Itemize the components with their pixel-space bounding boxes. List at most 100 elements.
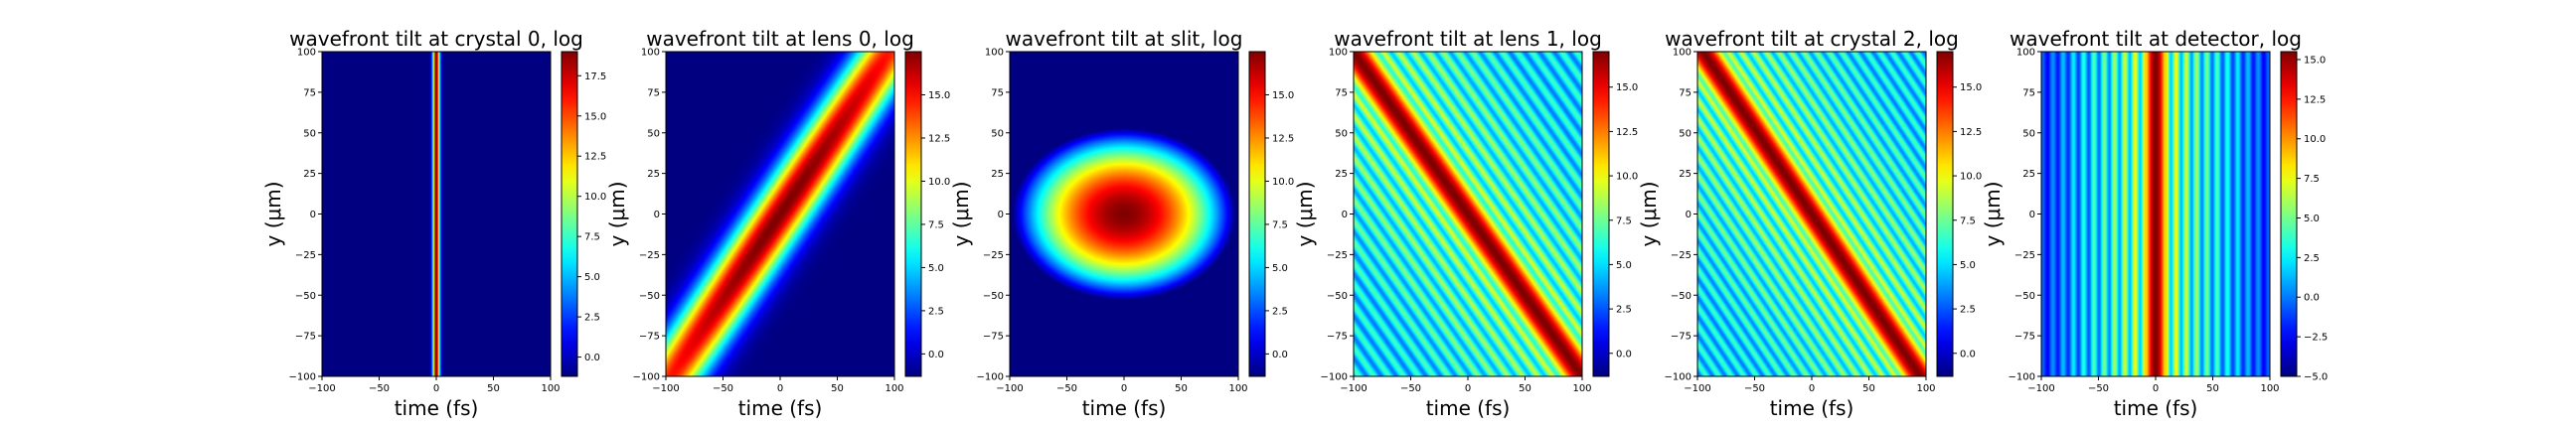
x-tick-label-2-0: −100 xyxy=(996,383,1023,394)
y-tick-label-2-6: −50 xyxy=(983,291,1004,302)
x-tick-label-2-4: 100 xyxy=(1228,383,1247,394)
x-tick-label-0-4: 100 xyxy=(541,383,560,394)
y-tick-label-4-3: 25 xyxy=(1679,169,1691,180)
colorbar-tick-label-5-2: 0.0 xyxy=(2304,293,2320,304)
y-tick-label-4-4: 0 xyxy=(1686,210,1691,220)
y-tick-label-4-0: 100 xyxy=(1673,48,1691,59)
y-tick-label-1-1: 75 xyxy=(647,87,660,98)
colorbar-tick-label-5-1: −2.5 xyxy=(2304,333,2328,344)
x-tick-label-5-4: 100 xyxy=(2260,383,2279,394)
y-tick-label-1-6: −50 xyxy=(639,291,660,302)
colorbar-tick-label-4-5: 12.5 xyxy=(1960,127,1982,138)
colorbar-tick-label-4-2: 5.0 xyxy=(1960,260,1976,271)
colorbar-frame-2 xyxy=(1248,51,1266,377)
y-tick-label-2-5: −25 xyxy=(983,250,1004,261)
colorbar-frame-0 xyxy=(561,51,578,377)
y-tick-label-0-5: −25 xyxy=(295,250,316,261)
colorbar-tick-label-2-5: 12.5 xyxy=(1272,133,1294,144)
heatmap-2 xyxy=(1010,52,1238,376)
x-tick-label-3-1: −50 xyxy=(1400,383,1421,394)
y-tick-label-1-5: −25 xyxy=(639,250,660,261)
x-tick-label-1-2: 0 xyxy=(777,383,783,394)
colorbar-tick-label-3-4: 10.0 xyxy=(1616,172,1638,183)
y-tick-label-1-8: −100 xyxy=(633,372,660,383)
y-tick-label-4-1: 75 xyxy=(1679,87,1691,98)
x-tick-label-1-3: 50 xyxy=(831,383,844,394)
colorbar-tick-label-2-0: 0.0 xyxy=(1272,350,1288,360)
x-tick-label-4-2: 0 xyxy=(1809,383,1815,394)
y-tick-label-5-3: 25 xyxy=(2022,169,2035,180)
colorbar-tick-label-0-4: 10.0 xyxy=(584,192,606,203)
x-tick-label-1-1: −50 xyxy=(713,383,733,394)
y-tick-label-2-7: −75 xyxy=(983,332,1004,343)
y-tick-label-4-2: 50 xyxy=(1679,128,1691,139)
x-axis-label-0: time (fs) xyxy=(395,396,479,420)
y-tick-label-0-1: 75 xyxy=(303,87,316,98)
y-tick-label-0-0: 100 xyxy=(297,48,316,59)
x-axis-label-2: time (fs) xyxy=(1082,396,1167,420)
y-tick-label-2-0: 100 xyxy=(985,48,1004,59)
colorbar-tick-label-3-6: 15.0 xyxy=(1616,82,1638,93)
x-tick-label-5-1: −50 xyxy=(2088,383,2109,394)
x-tick-label-4-4: 100 xyxy=(1916,383,1935,394)
y-tick-label-0-6: −50 xyxy=(295,291,316,302)
chart-title-3: wavefront tilt at lens 1, log xyxy=(1334,27,1602,51)
y-axis-label-5: y (μm) xyxy=(1981,181,2005,246)
x-tick-label-1-4: 100 xyxy=(885,383,903,394)
y-tick-label-2-8: −100 xyxy=(977,372,1004,383)
y-tick-label-5-4: 0 xyxy=(2029,210,2035,220)
colorbar-tick-label-2-2: 5.0 xyxy=(1272,263,1288,274)
y-tick-label-0-4: 0 xyxy=(310,210,316,220)
chart-title-0: wavefront tilt at crystal 0, log xyxy=(289,27,583,51)
y-tick-label-2-1: 75 xyxy=(991,87,1004,98)
y-axis-label-3: y (μm) xyxy=(1293,181,1317,246)
x-tick-label-3-3: 50 xyxy=(1519,383,1531,394)
x-tick-label-5-2: 0 xyxy=(2153,383,2159,394)
colorbar-tick-label-4-1: 2.5 xyxy=(1960,305,1976,316)
y-tick-label-2-4: 0 xyxy=(998,210,1004,220)
colorbar-4 xyxy=(1937,52,1953,376)
y-tick-label-4-8: −100 xyxy=(1665,372,1691,383)
y-tick-label-3-3: 25 xyxy=(1335,169,1348,180)
colorbar-2 xyxy=(1249,52,1265,376)
chart-title-2: wavefront tilt at slit, log xyxy=(1006,27,1243,51)
y-axis-label-4: y (μm) xyxy=(1637,181,1661,246)
x-tick-label-3-0: −100 xyxy=(1340,383,1367,394)
panel-4: −100 −50 0 50 100 100 75 50 25 0 −25 −50 −75 −100 wave… xyxy=(1637,27,1982,420)
colorbar-tick-label-5-5: 7.5 xyxy=(2304,174,2320,185)
colorbar-tick-label-2-6: 15.0 xyxy=(1272,90,1294,101)
colorbar-tick-label-2-3: 7.5 xyxy=(1272,219,1288,230)
y-tick-label-0-8: −100 xyxy=(289,372,316,383)
panel-5: −100 −50 0 50 100 100 75 50 25 0 −25 −50 −75 −100 wave… xyxy=(1981,27,2328,420)
y-axis-label-1: y (μm) xyxy=(605,181,629,246)
y-tick-label-2-3: 25 xyxy=(991,169,1004,180)
y-tick-label-1-2: 50 xyxy=(647,128,660,139)
heatmap-1 xyxy=(666,52,894,376)
colorbar-frame-3 xyxy=(1592,51,1610,377)
x-tick-label-1-0: −100 xyxy=(652,383,679,394)
heatmap-4 xyxy=(1697,52,1926,376)
chart-title-5: wavefront tilt at detector, log xyxy=(2010,27,2302,51)
colorbar-tick-label-5-7: 12.5 xyxy=(2304,94,2326,105)
y-tick-label-5-7: −75 xyxy=(2014,332,2035,343)
x-axis-label-5: time (fs) xyxy=(2114,396,2198,420)
panel-1: −100 −50 0 50 100 100 75 50 25 0 −25 −50 −75 −100 wave… xyxy=(605,27,950,420)
colorbar-tick-label-1-3: 7.5 xyxy=(928,219,944,230)
colorbar-1 xyxy=(905,52,921,376)
heatmap-3 xyxy=(1354,52,1582,376)
colorbar-tick-label-3-3: 7.5 xyxy=(1616,215,1632,226)
x-tick-label-0-1: −50 xyxy=(369,383,390,394)
heatmap-0 xyxy=(322,52,551,376)
y-tick-label-1-7: −75 xyxy=(639,332,660,343)
x-tick-label-3-4: 100 xyxy=(1572,383,1591,394)
y-tick-label-5-6: −50 xyxy=(2014,291,2035,302)
y-tick-label-4-7: −75 xyxy=(1671,332,1691,343)
y-tick-label-2-2: 50 xyxy=(991,128,1004,139)
colorbar-tick-label-2-4: 10.0 xyxy=(1272,177,1294,188)
colorbar-tick-label-5-3: 2.5 xyxy=(2304,253,2320,264)
y-tick-label-3-5: −25 xyxy=(1327,250,1348,261)
colorbar-tick-label-2-1: 2.5 xyxy=(1272,306,1288,317)
x-tick-label-5-0: −100 xyxy=(2027,383,2054,394)
y-tick-label-3-1: 75 xyxy=(1335,87,1348,98)
